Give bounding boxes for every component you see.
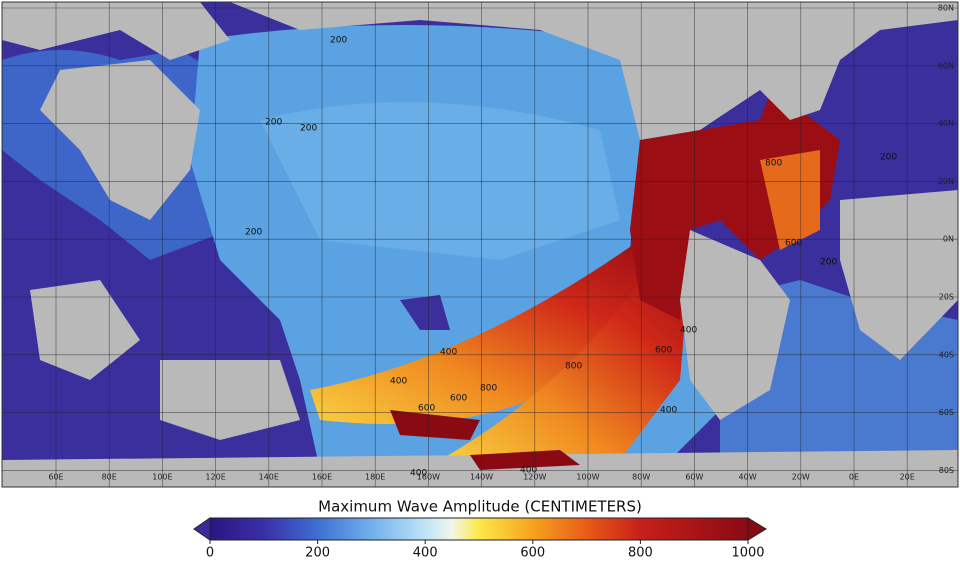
map-area: 60E 80E 100E 120E 140E 160E 180E 160W 140W 120W 10…: [1, 1, 959, 488]
colorbar-tick-label: 1000: [731, 546, 764, 561]
wave-band: [760, 150, 820, 250]
contour-label: 200: [265, 118, 282, 128]
contour-label: 400: [440, 348, 457, 358]
contour-labels: 200 200 200 200 200 400 400 600 600 800 …: [245, 36, 897, 479]
contour-label: 800: [480, 384, 497, 394]
land: [840, 190, 958, 360]
land: [680, 230, 790, 420]
contour-label: 600: [785, 239, 802, 249]
wave-band: [440, 250, 690, 460]
colorbar-tick-label: 0: [206, 546, 214, 561]
longitude-label: 60E: [48, 473, 63, 482]
longitude-label: 120W: [523, 473, 546, 482]
longitude-label: 180E: [365, 473, 385, 482]
longitude-label: 120E: [205, 473, 225, 482]
longitude-label: 40W: [739, 473, 757, 482]
land: [40, 60, 200, 220]
longitude-label: 60W: [685, 473, 703, 482]
contour-label: 200: [820, 258, 837, 268]
colorbar: Maximum Wave Amplitude (CENTIMETERS) 0 20…: [193, 498, 767, 561]
contour-label: 200: [300, 124, 317, 134]
contour-label: 200: [330, 36, 347, 46]
latitude-label: 80S: [939, 466, 954, 475]
longitude-label: 100E: [152, 473, 172, 482]
latitude-label: 60S: [939, 408, 954, 417]
contour-label: 400: [680, 326, 697, 336]
latitude-label: 60N: [938, 61, 954, 70]
land: [2, 2, 230, 60]
longitude-label: 140E: [259, 473, 279, 482]
contour-label: 600: [450, 394, 467, 404]
longitude-label: 100W: [576, 473, 599, 482]
island: [400, 295, 450, 330]
latitude-label: 40S: [939, 350, 954, 359]
longitude-label: 20W: [792, 473, 810, 482]
contour-label: 400: [520, 466, 537, 476]
longitude-label: 140W: [470, 473, 493, 482]
longitude-label: 20E: [900, 473, 915, 482]
latitude-label: 80N: [938, 4, 954, 13]
longitude-label: 160W: [417, 473, 440, 482]
colorbar-tick-label: 600: [520, 546, 545, 561]
contour-label: 800: [765, 159, 782, 169]
colorbar-tick-label: 400: [413, 546, 438, 561]
colorbar-bar: [209, 517, 749, 541]
longitude-label: 160E: [312, 473, 332, 482]
contour-label: 800: [565, 362, 582, 372]
map-frame: [1, 1, 959, 488]
contour-label: 200: [245, 228, 262, 238]
longitude-label: 80E: [102, 473, 117, 482]
longitude-label: 0E: [849, 473, 859, 482]
contour-label: 400: [660, 406, 677, 416]
land: [230, 2, 958, 140]
colorbar-under: [193, 517, 211, 541]
island: [390, 410, 480, 440]
contour-label: 200: [880, 153, 897, 163]
land: [160, 360, 300, 440]
latitude-label: 40N: [938, 119, 954, 128]
island: [470, 450, 580, 470]
colorbar-tick-label: 800: [628, 546, 653, 561]
colorbar-tick-label: 200: [305, 546, 330, 561]
longitude-label: 80W: [632, 473, 650, 482]
latitude-label: 20S: [939, 293, 954, 302]
contour-label: 400: [410, 469, 427, 479]
colorbar-over: [747, 517, 767, 541]
contour-label: 600: [655, 346, 672, 356]
graticule: 60E 80E 100E 120E 140E 160E 180E 160W 140W 120W 10…: [2, 2, 958, 487]
contour-label: 400: [390, 377, 407, 387]
latitude-label: 20N: [938, 177, 954, 186]
colorbar-title: Maximum Wave Amplitude (CENTIMETERS): [318, 498, 642, 516]
contour-label: 600: [418, 404, 435, 414]
latitude-label: 0N: [943, 235, 954, 244]
